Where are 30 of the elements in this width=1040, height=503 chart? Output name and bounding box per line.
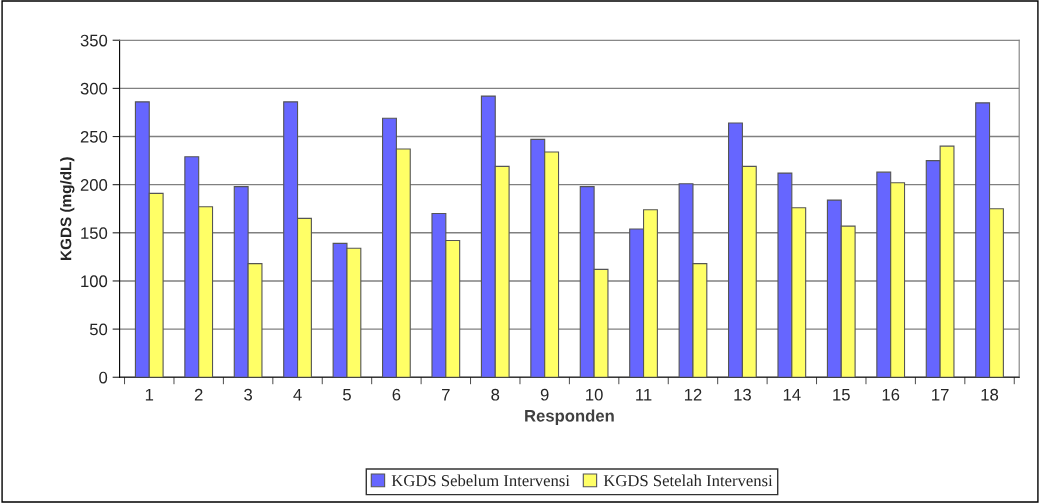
x-tick-label: 6 bbox=[392, 388, 401, 401]
y-tick-label: 200 bbox=[80, 179, 108, 191]
x-tick-label: 15 bbox=[833, 388, 850, 401]
x-tick-label: 1 bbox=[145, 388, 154, 401]
x-tick-label: 16 bbox=[882, 388, 900, 401]
x-tick-label: 9 bbox=[540, 388, 549, 401]
x-axis-title: Responden bbox=[525, 409, 614, 425]
x-tick-label: 13 bbox=[734, 388, 751, 401]
legend-label: KGDS Setelah Intervensi bbox=[603, 474, 773, 487]
x-tick-label: 4 bbox=[293, 388, 302, 401]
x-tick-label: 10 bbox=[586, 388, 603, 401]
x-tick-label: 5 bbox=[343, 388, 351, 401]
y-tick-label: 100 bbox=[81, 275, 108, 288]
y-tick-label: 150 bbox=[81, 227, 108, 240]
x-tick-label: 12 bbox=[684, 388, 702, 401]
x-tick-label: 8 bbox=[491, 388, 500, 401]
x-tick-label: 3 bbox=[244, 388, 253, 401]
y-axis-title: KGDS (mg/dL) bbox=[60, 157, 75, 260]
x-tick-label: 17 bbox=[932, 388, 949, 401]
x-tick-label: 11 bbox=[636, 388, 652, 401]
x-tick-label: 2 bbox=[194, 388, 203, 401]
legend-label: KGDS Sebelum Intervensi bbox=[391, 474, 570, 487]
x-tick-label: 7 bbox=[442, 388, 450, 401]
x-tick-label: 18 bbox=[981, 388, 999, 401]
y-tick-label: 50 bbox=[89, 323, 108, 336]
y-tick-label: 300 bbox=[80, 82, 108, 95]
x-tick-label: 14 bbox=[783, 388, 801, 401]
y-tick-label: 350 bbox=[80, 34, 108, 47]
y-tick-label: 0 bbox=[99, 371, 108, 384]
y-tick-label: 250 bbox=[80, 130, 108, 143]
